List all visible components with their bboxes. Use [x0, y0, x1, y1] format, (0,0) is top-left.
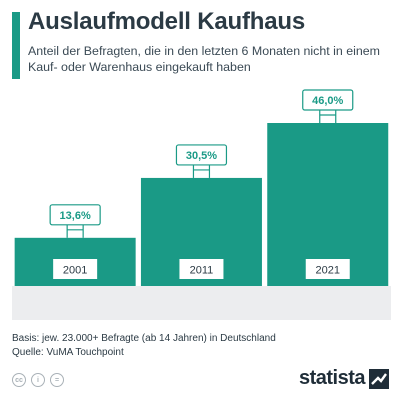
source-note: Quelle: VuMA Touchpoint [12, 347, 124, 358]
value-label-box [49, 204, 101, 226]
title-accent-bar [12, 12, 20, 79]
category-label-box [53, 259, 98, 279]
cc-icon[interactable]: cc [12, 373, 26, 387]
person-icon[interactable]: i [31, 373, 45, 387]
logo-mark-icon [369, 368, 389, 389]
value-label-box [302, 89, 354, 111]
data-label: 13,6% [60, 210, 91, 222]
statista-logo[interactable]: statista [299, 367, 389, 390]
license-icons: cc i = [12, 373, 64, 387]
chart-subtitle: Anteil der Befragten, die in den letzten… [28, 44, 380, 74]
chart-floor [12, 286, 391, 320]
chart-title: Auslaufmodell Kaufhaus [28, 8, 305, 35]
bar-2021 [267, 123, 389, 286]
data-label: 46,0% [312, 95, 343, 107]
basis-note: Basis: jew. 23.000+ Befragte (ab 14 Jahr… [12, 333, 276, 344]
category-label: 2011 [190, 265, 214, 277]
category-label-box [179, 259, 224, 279]
value-label-box [175, 144, 228, 166]
data-label: 30,5% [186, 150, 217, 162]
category-label-box [305, 259, 350, 279]
equals-icon[interactable]: = [50, 373, 64, 387]
category-label: 2001 [63, 265, 87, 277]
category-label: 2021 [316, 265, 340, 277]
logo-text: statista [298, 367, 366, 389]
